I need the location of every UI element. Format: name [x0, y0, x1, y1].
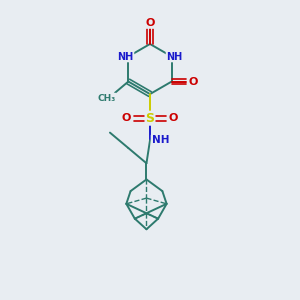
- Text: CH₃: CH₃: [98, 94, 116, 103]
- Text: O: O: [169, 113, 178, 123]
- Text: S: S: [146, 112, 154, 125]
- Text: O: O: [145, 18, 155, 28]
- Text: NH: NH: [167, 52, 183, 61]
- Text: O: O: [188, 76, 198, 86]
- Text: NH: NH: [152, 135, 169, 145]
- Text: O: O: [122, 113, 131, 123]
- Text: NH: NH: [117, 52, 134, 61]
